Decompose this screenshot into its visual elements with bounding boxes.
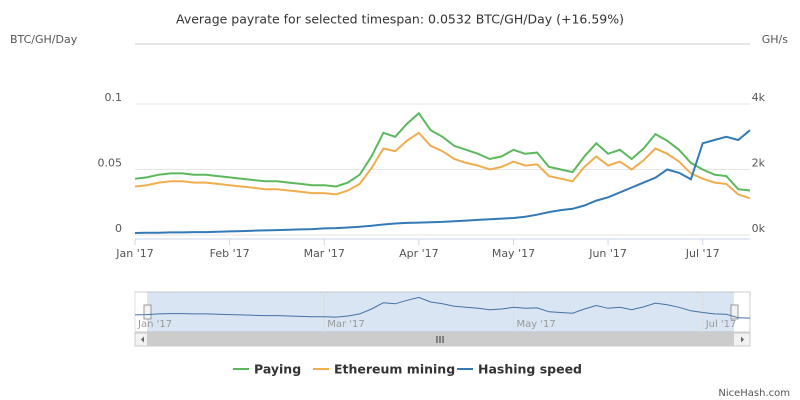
legend-label[interactable]: Hashing speed (478, 362, 582, 377)
y2-tick-label: 0k (752, 222, 766, 235)
y-tick-label: 0.05 (98, 157, 123, 170)
x-tick-label: Jun '17 (588, 247, 627, 260)
legend-label[interactable]: Paying (254, 362, 301, 377)
series-line (134, 129, 751, 234)
x-tick-label: Feb '17 (210, 247, 250, 260)
navigator-label: Jan '17 (137, 319, 172, 330)
navigator-label: Mar '17 (327, 319, 365, 330)
navigator-handle[interactable] (730, 304, 739, 320)
navigator-label: May '17 (516, 319, 555, 330)
y2-axis-title: GH/s (762, 33, 789, 46)
navigator-label: Jul '17 (705, 319, 737, 330)
navigator-handle[interactable] (143, 304, 152, 320)
scroll-grip (436, 336, 444, 343)
x-tick-label: Jul '17 (685, 247, 720, 260)
y-axis-title: BTC/GH/Day (10, 33, 78, 46)
x-tick-label: May '17 (492, 247, 535, 260)
navigator[interactable] (134, 291, 751, 333)
legend-label[interactable]: Ethereum mining (334, 362, 455, 377)
x-tick-label: Mar '17 (304, 247, 345, 260)
y-tick-label: 0 (115, 222, 122, 235)
y-tick-label: 0.1 (105, 91, 123, 104)
navigator-series (134, 296, 751, 319)
series-line (134, 131, 751, 200)
chart-title: Average payrate for selected timespan: 0… (176, 12, 624, 27)
credits[interactable]: NiceHash.com (718, 388, 790, 399)
x-tick-label: Apr '17 (399, 247, 439, 260)
x-tick-label: Jan '17 (115, 247, 153, 260)
y2-tick-label: 4k (752, 91, 766, 104)
navigator-selection[interactable] (147, 292, 734, 332)
y2-tick-label: 2k (752, 157, 766, 170)
series-line (134, 111, 751, 192)
